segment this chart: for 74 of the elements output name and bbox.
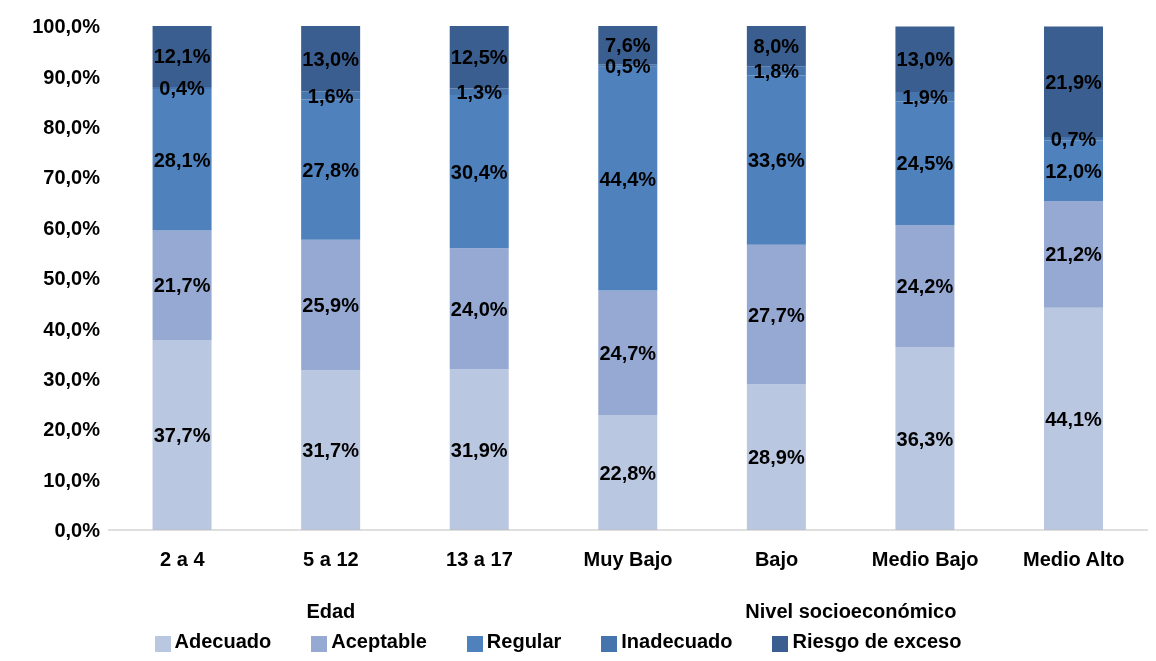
bar — [746, 244, 806, 385]
y-tick-label: 0,0% — [54, 519, 101, 542]
y-tick-label: 90,0% — [43, 65, 101, 88]
legend-label: Riesgo de exceso — [792, 630, 962, 652]
data-label: 12,1% — [153, 45, 211, 68]
data-label: 0,7% — [1050, 127, 1097, 150]
data-label: 33,6% — [748, 149, 805, 172]
bar — [1044, 200, 1103, 308]
x-tick-label: Bajo — [754, 548, 799, 570]
x-tick-label: Muy Bajo — [583, 548, 673, 570]
data-label: 21,7% — [153, 274, 211, 297]
data-label: 0,5% — [604, 54, 651, 77]
bar — [895, 347, 955, 530]
data-label: 1,9% — [902, 85, 948, 108]
data-label: 25,9% — [302, 293, 360, 316]
bar — [895, 225, 955, 348]
data-label: 31,7% — [302, 439, 360, 462]
bar — [449, 248, 509, 370]
data-label: 21,2% — [1045, 243, 1103, 266]
y-tick-label: 30,0% — [43, 367, 101, 390]
bar — [301, 239, 361, 371]
data-label: 13,0% — [302, 47, 360, 70]
data-label: 24,2% — [896, 275, 954, 298]
data-label: 12,5% — [450, 46, 508, 69]
y-tick-label: 80,0% — [43, 115, 101, 138]
data-label: 28,1% — [153, 148, 211, 171]
y-tick-label: 50,0% — [43, 267, 101, 290]
legend-label: Regular — [486, 630, 562, 652]
legend-label: Adecuado — [174, 630, 272, 652]
x-tick-label: 13 a 17 — [446, 548, 513, 570]
data-label: 7,6% — [604, 34, 651, 57]
bar — [152, 339, 212, 530]
data-label: 24,0% — [450, 297, 508, 320]
data-label: 28,9% — [748, 446, 805, 469]
data-label: 1,8% — [753, 59, 800, 82]
data-label: 13,0% — [896, 48, 954, 71]
x-tick-label: 2 a 4 — [160, 548, 206, 570]
data-label: 27,8% — [302, 158, 360, 181]
bar — [598, 290, 658, 416]
data-label: 36,3% — [896, 427, 954, 450]
data-label: 44,1% — [1045, 407, 1103, 430]
data-label: 12,0% — [1045, 159, 1103, 182]
data-label: 1,6% — [307, 84, 354, 107]
y-tick-label: 20,0% — [43, 418, 101, 441]
data-label: 44,4% — [599, 167, 657, 190]
bar — [152, 230, 212, 340]
data-label: 24,7% — [599, 341, 657, 364]
x-tick-label: Medio Alto — [1022, 548, 1125, 570]
bar — [449, 369, 509, 530]
y-tick-label: 100,0% — [32, 15, 101, 38]
data-label: 27,7% — [748, 303, 805, 326]
data-label: 1,3% — [456, 80, 503, 103]
bar — [598, 415, 658, 530]
x-tick-label: Medio Bajo — [871, 548, 979, 570]
data-label: 37,7% — [153, 424, 211, 446]
data-label: 22,8% — [599, 461, 657, 484]
data-label: 24,5% — [896, 152, 954, 175]
y-tick-label: 60,0% — [43, 216, 101, 239]
bar — [1044, 307, 1103, 530]
x-tick-label: 5 a 12 — [303, 548, 359, 570]
y-tick-label: 40,0% — [43, 317, 101, 340]
data-label: 21,9% — [1045, 70, 1103, 93]
text: Nivel socioeconómico — [745, 600, 957, 622]
data-label: 30,4% — [450, 160, 508, 183]
data-label: 8,0% — [753, 35, 800, 58]
y-tick-label: 70,0% — [43, 166, 101, 189]
bar — [301, 370, 361, 530]
data-label: 31,9% — [450, 438, 508, 461]
bar — [746, 384, 806, 530]
y-tick-label: 10,0% — [43, 468, 101, 491]
legend-label: Aceptable — [331, 630, 427, 652]
text: Edad — [306, 600, 356, 622]
legend-label: Inadecuado — [621, 630, 733, 652]
data-label: 0,4% — [159, 76, 206, 99]
